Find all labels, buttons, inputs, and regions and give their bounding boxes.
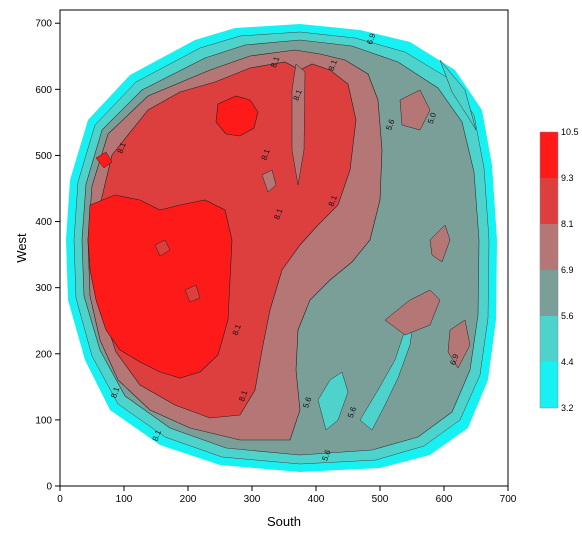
contour-value-label: 5.6 bbox=[320, 448, 332, 462]
contour-core-red-2 bbox=[215, 95, 259, 137]
colorbar-level-label: 10.5 bbox=[561, 127, 579, 137]
y-axis-label: West bbox=[14, 233, 29, 263]
colorbar-segment bbox=[540, 270, 558, 316]
y-tick-label: 0 bbox=[46, 482, 52, 493]
colorbar-level-label: 9.3 bbox=[561, 173, 574, 183]
y-tick-label: 600 bbox=[35, 85, 52, 96]
contour-value-label: 5.6 bbox=[384, 118, 396, 132]
x-tick-label: 700 bbox=[500, 494, 517, 505]
contour-value-label: 8.1 bbox=[237, 389, 249, 403]
colorbar-level-label: 4.4 bbox=[561, 357, 574, 367]
contour-island-red-1 bbox=[154, 239, 171, 257]
contour-value-label: 5.6 bbox=[301, 395, 313, 409]
y-tick-label: 100 bbox=[35, 415, 52, 426]
x-tick-label: 0 bbox=[57, 494, 63, 505]
contour-value-label: 8.1 bbox=[292, 88, 304, 102]
colorbar-legend: 10.5 9.3 8.1 6.9 5.6 4.4 3.2 bbox=[539, 127, 579, 413]
contour-value-label: 8.1 bbox=[260, 147, 272, 161]
contour-island-red-2 bbox=[184, 284, 201, 303]
x-axis-label: South bbox=[267, 514, 301, 529]
y-tick-label: 500 bbox=[35, 151, 52, 162]
contour-value-label: 8.1 bbox=[327, 58, 339, 72]
x-tick-label: 300 bbox=[244, 494, 261, 505]
contour-value-label: 8.1 bbox=[327, 194, 339, 208]
contour-field bbox=[66, 24, 497, 472]
contour-patch-mauve-3 bbox=[399, 89, 431, 131]
colorbar-segment bbox=[540, 362, 558, 408]
colorbar-segment bbox=[540, 178, 558, 224]
colorbar-level-label: 6.9 bbox=[561, 265, 574, 275]
y-tick-label: 400 bbox=[35, 217, 52, 228]
contour-value-label: 6.9 bbox=[448, 352, 460, 366]
x-tick-label: 500 bbox=[372, 494, 389, 505]
contour-value-label: 5.0 bbox=[426, 111, 438, 125]
contour-value-label: 8.1 bbox=[269, 55, 281, 69]
y-tick-label: 200 bbox=[35, 349, 52, 360]
contour-value-label: 5.6 bbox=[346, 405, 358, 419]
x-tick-label: 200 bbox=[180, 494, 197, 505]
contour-labels: 8.1 8.1 8.1 8.1 8.1 6.9 5.6 5.0 8.1 8.1 8.1 8.1 8.1 8… bbox=[109, 32, 461, 463]
contour-value-label: 8.1 bbox=[272, 207, 284, 221]
contour-island-mauve-2 bbox=[261, 169, 277, 193]
contour-value-label: 8.1 bbox=[231, 323, 243, 337]
contour-core-red-3 bbox=[95, 151, 113, 169]
colorbar-level-label: 3.2 bbox=[561, 403, 574, 413]
y-axis-ticks: 0 100 200 300 400 500 600 700 bbox=[35, 19, 60, 493]
contour-patch-cyan-3 bbox=[439, 59, 477, 131]
x-tick-label: 100 bbox=[116, 494, 133, 505]
y-tick-label: 300 bbox=[35, 283, 52, 294]
y-tick-label: 700 bbox=[35, 19, 52, 30]
contour-value-label: 8.1 bbox=[109, 385, 121, 399]
colorbar-level-label: 5.6 bbox=[561, 311, 574, 321]
contour-value-label: 8.1 bbox=[116, 141, 128, 155]
colorbar-segment bbox=[540, 316, 558, 362]
contour-patch-mauve-4 bbox=[447, 319, 471, 369]
contour-core-red-1 bbox=[87, 194, 233, 379]
contour-patch-mauve-2 bbox=[429, 224, 451, 263]
contour-island-mauve-1 bbox=[291, 63, 306, 186]
contour-patch-cyan-2 bbox=[317, 371, 349, 431]
colorbar-segment bbox=[540, 224, 558, 270]
contour-value-label: 6.9 bbox=[365, 32, 377, 46]
x-axis-ticks: 0 100 200 300 400 500 600 700 bbox=[57, 486, 517, 505]
contour-patch-mauve-1 bbox=[384, 289, 441, 336]
colorbar-frame bbox=[539, 131, 559, 409]
plot-frame bbox=[59, 9, 509, 487]
contour-value-label: 8.1 bbox=[151, 428, 163, 442]
colorbar-level-label: 8.1 bbox=[561, 219, 574, 229]
colorbar-segment bbox=[540, 132, 558, 178]
x-tick-label: 400 bbox=[308, 494, 325, 505]
x-tick-label: 600 bbox=[436, 494, 453, 505]
